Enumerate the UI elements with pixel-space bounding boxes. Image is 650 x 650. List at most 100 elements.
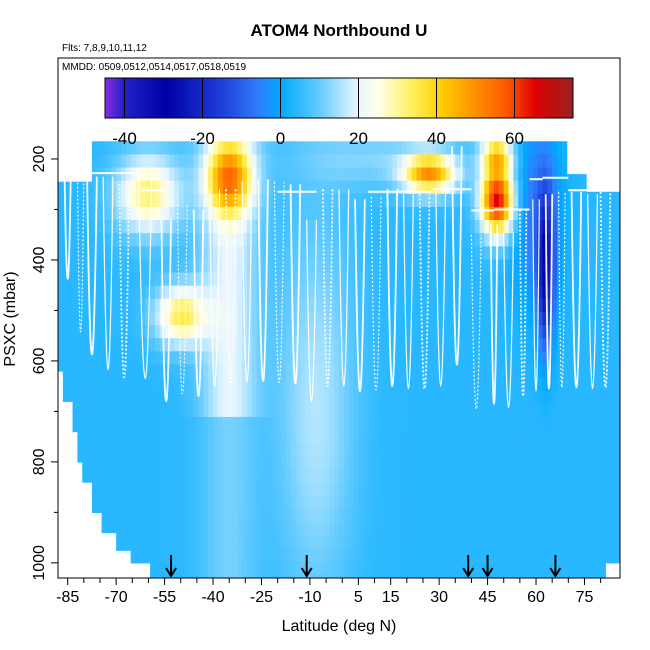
heatmap-cell — [566, 502, 573, 516]
heatmap-cell — [610, 336, 616, 350]
heatmap-cell — [309, 338, 316, 352]
heatmap-cell — [208, 482, 214, 497]
heatmap-cell — [159, 456, 166, 471]
heatmap-cell — [140, 482, 146, 497]
heatmap-cell — [513, 220, 519, 234]
heatmap-cell — [309, 456, 316, 471]
heatmap-cell — [537, 298, 544, 313]
heatmap-cell — [513, 416, 519, 431]
heatmap-cell — [348, 416, 355, 431]
heatmap-cell — [256, 574, 263, 578]
heatmap-cell — [295, 482, 301, 497]
heatmap-cell — [319, 430, 326, 444]
heatmap-cell — [406, 351, 413, 366]
heatmap-cell — [474, 220, 481, 234]
heatmap-cell — [484, 456, 490, 471]
heatmap-cell — [503, 482, 510, 497]
heatmap-cell — [464, 403, 471, 418]
heatmap-cell — [111, 377, 117, 392]
heatmap-cell — [101, 377, 108, 392]
heatmap-cell — [213, 206, 219, 221]
heatmap-cell — [343, 180, 350, 195]
heatmap-cell — [513, 193, 519, 208]
heatmap-cell — [440, 167, 447, 182]
heatmap-cell — [416, 403, 422, 418]
heatmap-cell — [290, 272, 296, 287]
heatmap-cell — [523, 535, 529, 549]
heatmap-cell — [605, 546, 611, 560]
heatmap-cell — [237, 154, 243, 169]
heatmap-cell — [552, 403, 558, 418]
heatmap-cell — [605, 454, 611, 469]
heatmap-cell — [532, 285, 539, 300]
heatmap-cell — [276, 246, 282, 261]
heatmap-cell — [494, 141, 500, 156]
heatmap-cell — [276, 351, 282, 366]
heatmap-cell — [271, 272, 277, 287]
heatmap-cell — [188, 521, 195, 536]
heatmap-cell — [150, 430, 156, 444]
heatmap-cell — [527, 443, 534, 457]
heatmap-cell — [242, 220, 248, 234]
heatmap-cell — [116, 154, 122, 169]
heatmap-cell — [237, 495, 243, 510]
heatmap-cell — [523, 403, 529, 418]
heatmap-cell — [208, 456, 214, 471]
heatmap-cell — [227, 535, 234, 549]
heatmap-cell — [426, 443, 432, 457]
heatmap-cell — [150, 495, 156, 510]
heatmap-cell — [397, 259, 403, 274]
heatmap-cell — [537, 220, 544, 234]
heatmap-cell — [479, 298, 485, 313]
heatmap-cell — [193, 193, 200, 208]
heatmap-cell — [600, 467, 607, 482]
heatmap-cell — [358, 325, 364, 339]
heatmap-cell — [469, 298, 476, 313]
heatmap-cell — [484, 246, 490, 261]
heatmap-cell — [266, 443, 272, 457]
heatmap-cell — [547, 390, 553, 405]
heatmap-cell — [484, 364, 490, 379]
heatmap-cell — [590, 559, 597, 574]
heatmap-cell — [503, 495, 510, 510]
heatmap-cell — [368, 338, 374, 352]
heatmap-cell — [561, 272, 568, 287]
heatmap-cell — [426, 298, 432, 313]
heatmap-cell — [174, 390, 180, 405]
heatmap-cell — [188, 193, 195, 208]
heatmap-cell — [372, 141, 379, 156]
heatmap-cell — [435, 535, 442, 549]
heatmap-cell — [135, 206, 141, 221]
heatmap-cell — [435, 206, 442, 221]
heatmap-cell — [406, 206, 413, 221]
heatmap-cell — [382, 443, 389, 457]
heatmap-cell — [261, 561, 267, 576]
heatmap-cell — [242, 443, 248, 457]
heatmap-cell — [363, 377, 369, 392]
flight-profile — [354, 199, 366, 392]
heatmap-cell — [266, 325, 272, 339]
heatmap-cell — [120, 285, 127, 300]
heatmap-cell — [406, 574, 413, 578]
heatmap-cell — [431, 430, 437, 444]
heatmap-cell — [217, 220, 224, 234]
heatmap-cell — [208, 193, 214, 208]
heatmap-cell — [227, 259, 234, 274]
heatmap-cell — [242, 180, 248, 195]
heatmap-cell — [309, 548, 316, 562]
heatmap-cell — [387, 220, 393, 234]
heatmap-cell — [547, 535, 553, 549]
heatmap-cell — [440, 364, 447, 379]
heatmap-cell — [87, 247, 93, 262]
heatmap-cell — [203, 469, 209, 484]
heatmap-cell — [329, 482, 335, 497]
heatmap-cell — [246, 521, 253, 536]
heatmap-cell — [227, 548, 234, 562]
heatmap-cell — [397, 521, 403, 536]
heatmap-cell — [542, 574, 548, 578]
heatmap-cell — [571, 292, 577, 306]
heatmap-cell — [271, 206, 277, 221]
heatmap-cell — [213, 430, 219, 444]
heatmap-cell — [183, 154, 190, 169]
heatmap-cell — [183, 482, 190, 497]
